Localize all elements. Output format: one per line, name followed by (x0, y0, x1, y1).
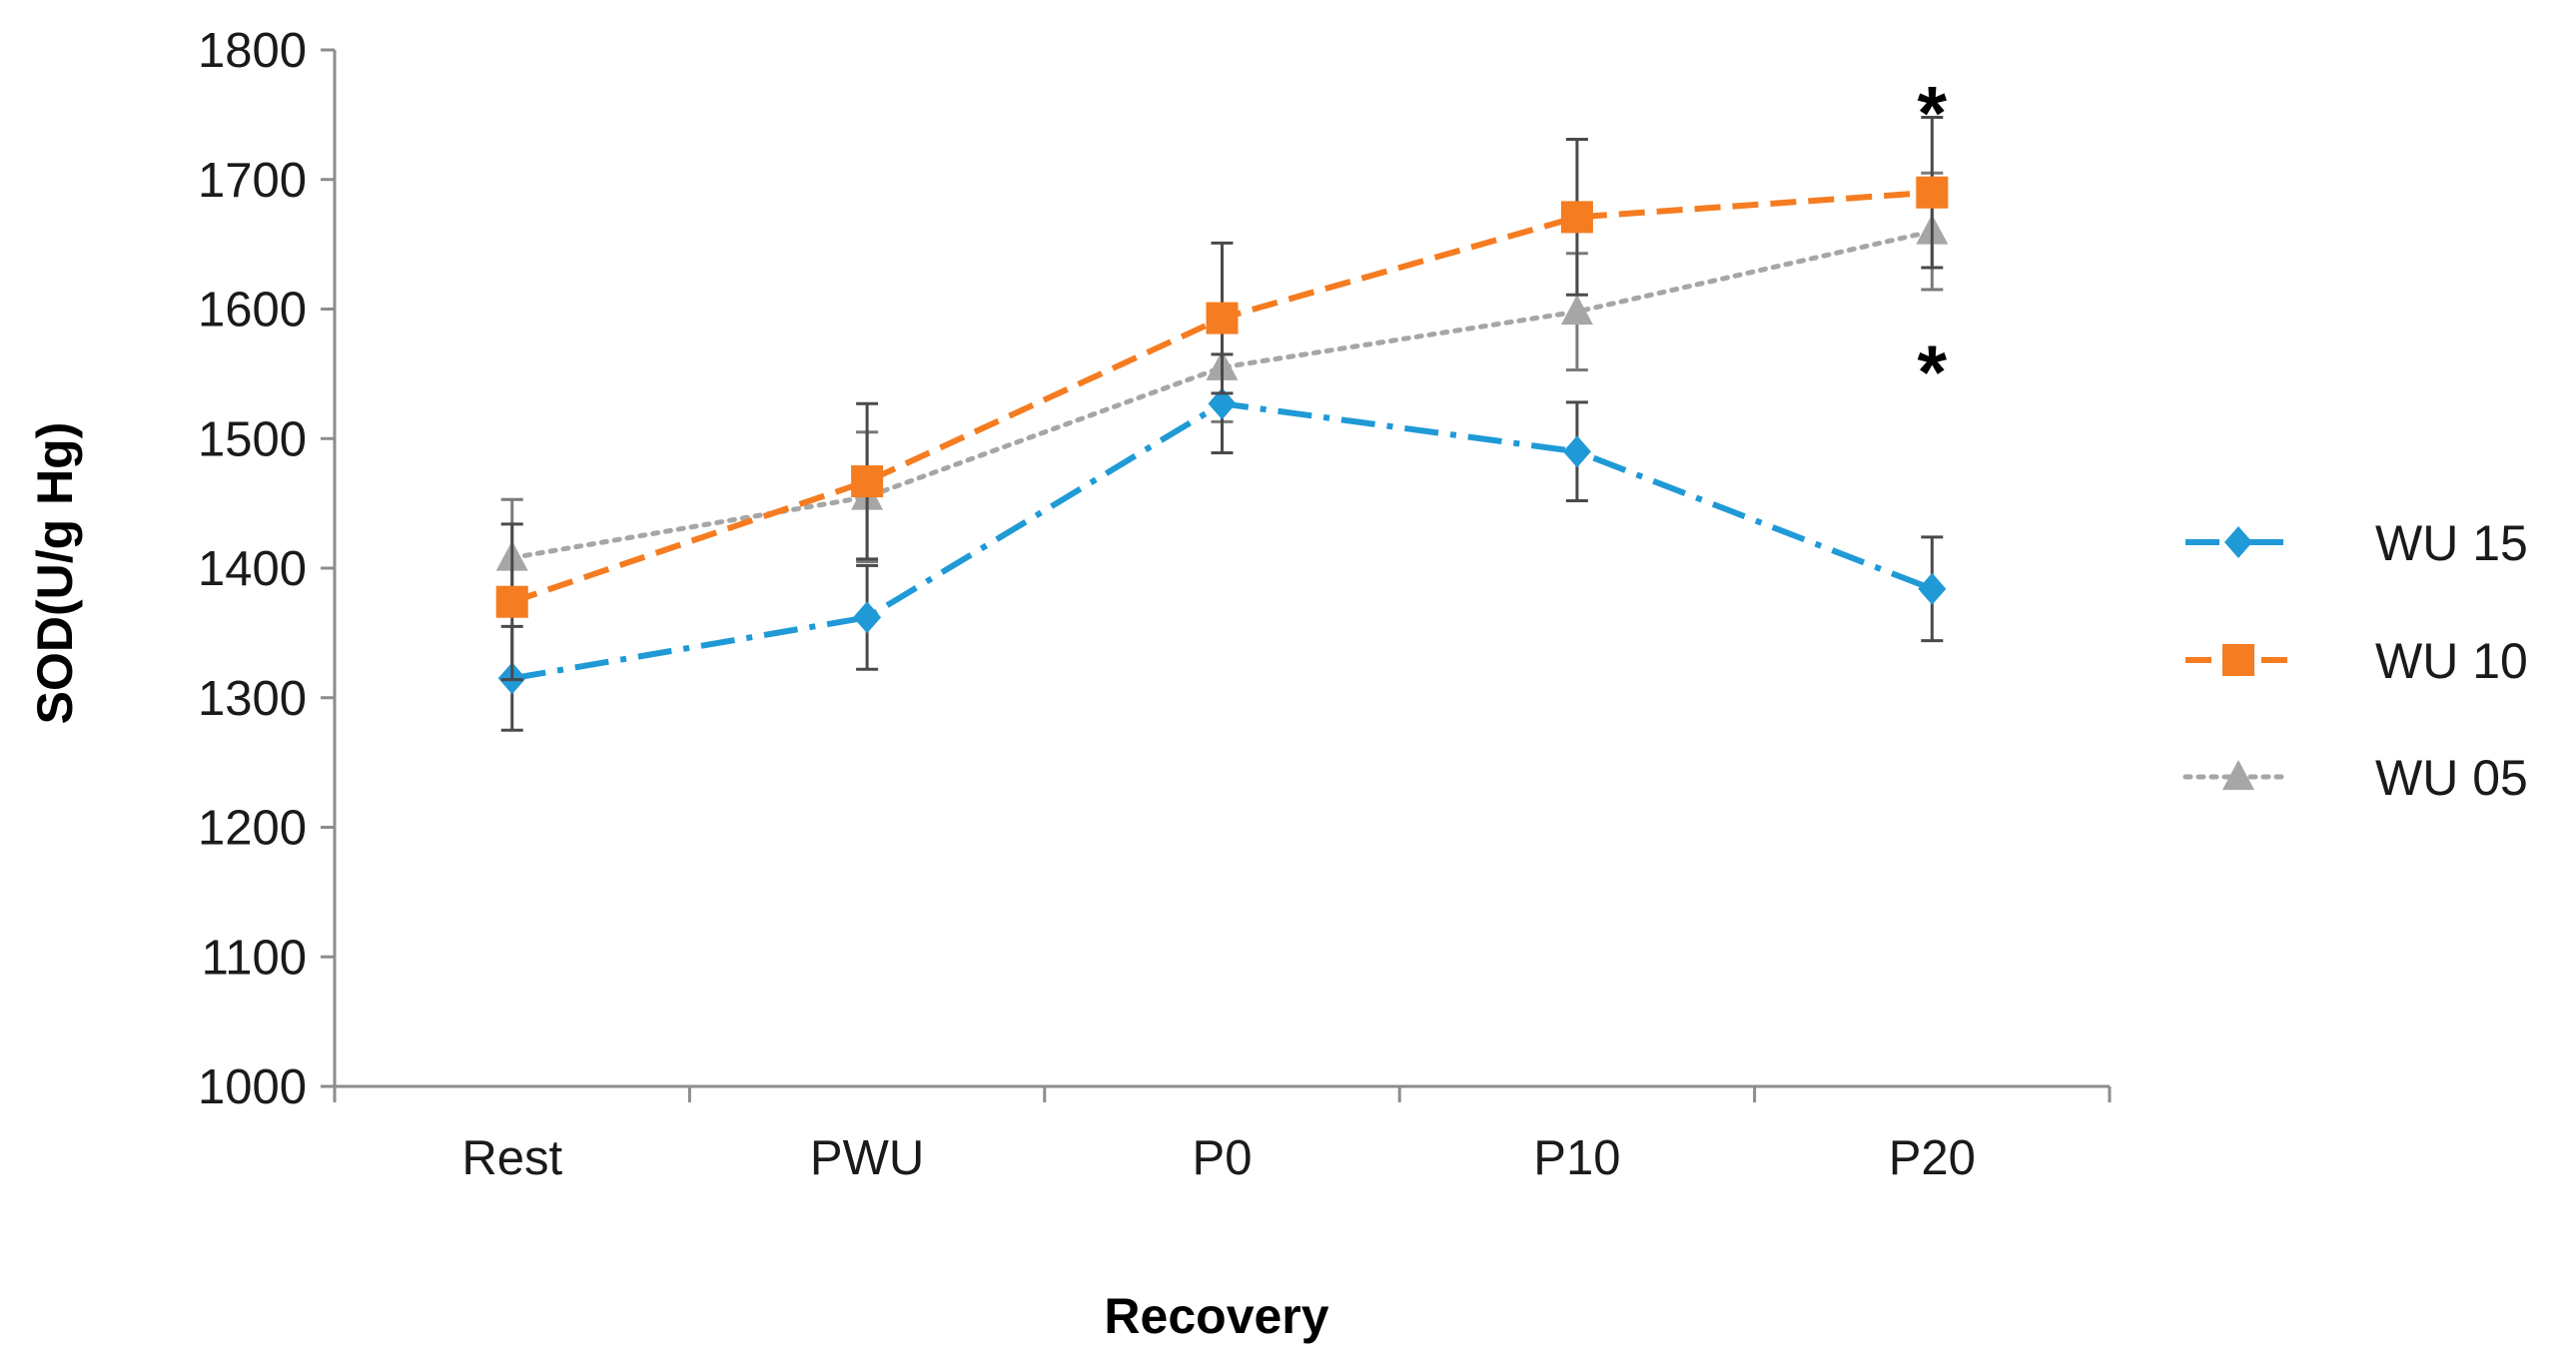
x-tick-label: P10 (1533, 1131, 1620, 1185)
x-tick-label: P0 (1193, 1131, 1253, 1185)
series-wu-15 (497, 352, 1947, 732)
y-axis-title: SOD(U/g Hg) (27, 422, 83, 725)
y-tick-label: 1800 (198, 24, 307, 78)
axes (333, 50, 2110, 1088)
x-axis-title: Recovery (1104, 1288, 1328, 1344)
data-point (853, 601, 882, 634)
legend-swatch-marker (2222, 760, 2254, 790)
data-point (1562, 435, 1591, 468)
x-axis-ticks: Rest PWU P0 P10 P20 (333, 1086, 2112, 1185)
data-point (1560, 201, 1593, 234)
data-point (1560, 295, 1593, 326)
y-tick-label: 1400 (198, 542, 307, 596)
y-tick-label: 1000 (198, 1060, 307, 1114)
y-tick-label: 1100 (202, 931, 307, 985)
series-wu-10 (495, 115, 1949, 682)
y-axis-ticks: 1000 1100 1200 1300 1400 1500 1600 1700 1800 (198, 24, 335, 1114)
legend-swatch-marker (2224, 526, 2252, 558)
legend-label: WU 10 (2375, 633, 2528, 689)
x-tick-label: P20 (1889, 1131, 1976, 1185)
y-tick-label: 1500 (198, 412, 307, 466)
series-layer (495, 115, 1949, 732)
legend-label: WU 05 (2375, 750, 2528, 806)
legend: WU 15 WU 10 WU 05 (2182, 515, 2528, 806)
data-point (495, 585, 528, 618)
annotation-layer: ** (1918, 71, 1948, 415)
y-tick-label: 1200 (198, 802, 307, 856)
x-tick-label: Rest (461, 1131, 562, 1185)
data-point (1916, 176, 1949, 209)
significance-asterisk: * (1918, 331, 1948, 415)
y-tick-label: 1300 (198, 672, 307, 726)
data-point (1918, 572, 1947, 605)
legend-entry: WU 15 (2185, 515, 2528, 571)
y-tick-label: 1600 (198, 284, 307, 338)
y-tick-label: 1700 (198, 154, 307, 208)
significance-asterisk: * (1918, 71, 1948, 156)
data-point (1206, 302, 1239, 335)
data-point (1208, 387, 1237, 420)
data-point (851, 465, 884, 498)
legend-label: WU 15 (2375, 515, 2528, 571)
legend-swatch-marker (2222, 644, 2254, 676)
legend-entry: WU 10 (2185, 633, 2528, 689)
legend-entry: WU 05 (2182, 750, 2528, 806)
x-tick-label: PWU (810, 1131, 924, 1185)
